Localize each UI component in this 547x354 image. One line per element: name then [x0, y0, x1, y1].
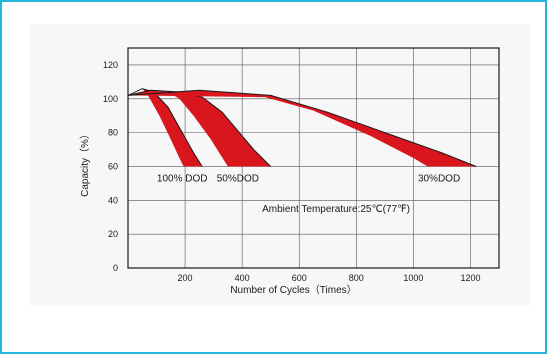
- series-line: [127, 89, 477, 167]
- y-tick-label: 60: [108, 161, 118, 171]
- plot-border: [127, 47, 500, 269]
- y-tick-label: 40: [108, 195, 118, 205]
- series-label: 30%DOD: [418, 173, 460, 184]
- series-line: [127, 88, 203, 167]
- x-tick-label: 1200: [460, 273, 480, 283]
- series-label: 100% DOD: [157, 173, 208, 184]
- series-fill: [128, 90, 271, 167]
- capacity-chart: 200 400 600 800 1000 1200 0 20 40 60 80 100 120 100%…: [79, 47, 500, 296]
- y-tick-label: 120: [103, 60, 118, 70]
- series-labels: 100% DOD 50%DOD 30%DOD: [157, 173, 460, 184]
- x-tick-label: 200: [178, 273, 193, 283]
- x-tick-label: 1000: [403, 273, 423, 283]
- series-label: 50%DOD: [217, 173, 259, 184]
- y-tick-label: 80: [108, 128, 118, 138]
- x-tick-label: 400: [235, 273, 250, 283]
- x-tick-label: 800: [349, 273, 364, 283]
- annotation: Ambient Temperature:25℃(77℉): [262, 204, 410, 215]
- series-line: [127, 89, 272, 167]
- x-tick-label: 600: [292, 273, 307, 283]
- y-tick-label: 20: [108, 229, 118, 239]
- dod-series: [127, 88, 477, 167]
- x-axis-label: Number of Cycles（Times）: [230, 284, 356, 296]
- series-fill: [128, 90, 477, 167]
- series-fill: [128, 88, 203, 167]
- axis-ticks: 200 400 600 800 1000 1200 0 20 40 60 80 100 120: [103, 60, 481, 283]
- y-tick-label: 0: [113, 263, 118, 273]
- chart-panel: 200 400 600 800 1000 1200 0 20 40 60 80 100 120 100%…: [30, 24, 530, 306]
- y-axis-label: Capacity（%）: [79, 129, 91, 197]
- y-tick-label: 100: [103, 94, 118, 104]
